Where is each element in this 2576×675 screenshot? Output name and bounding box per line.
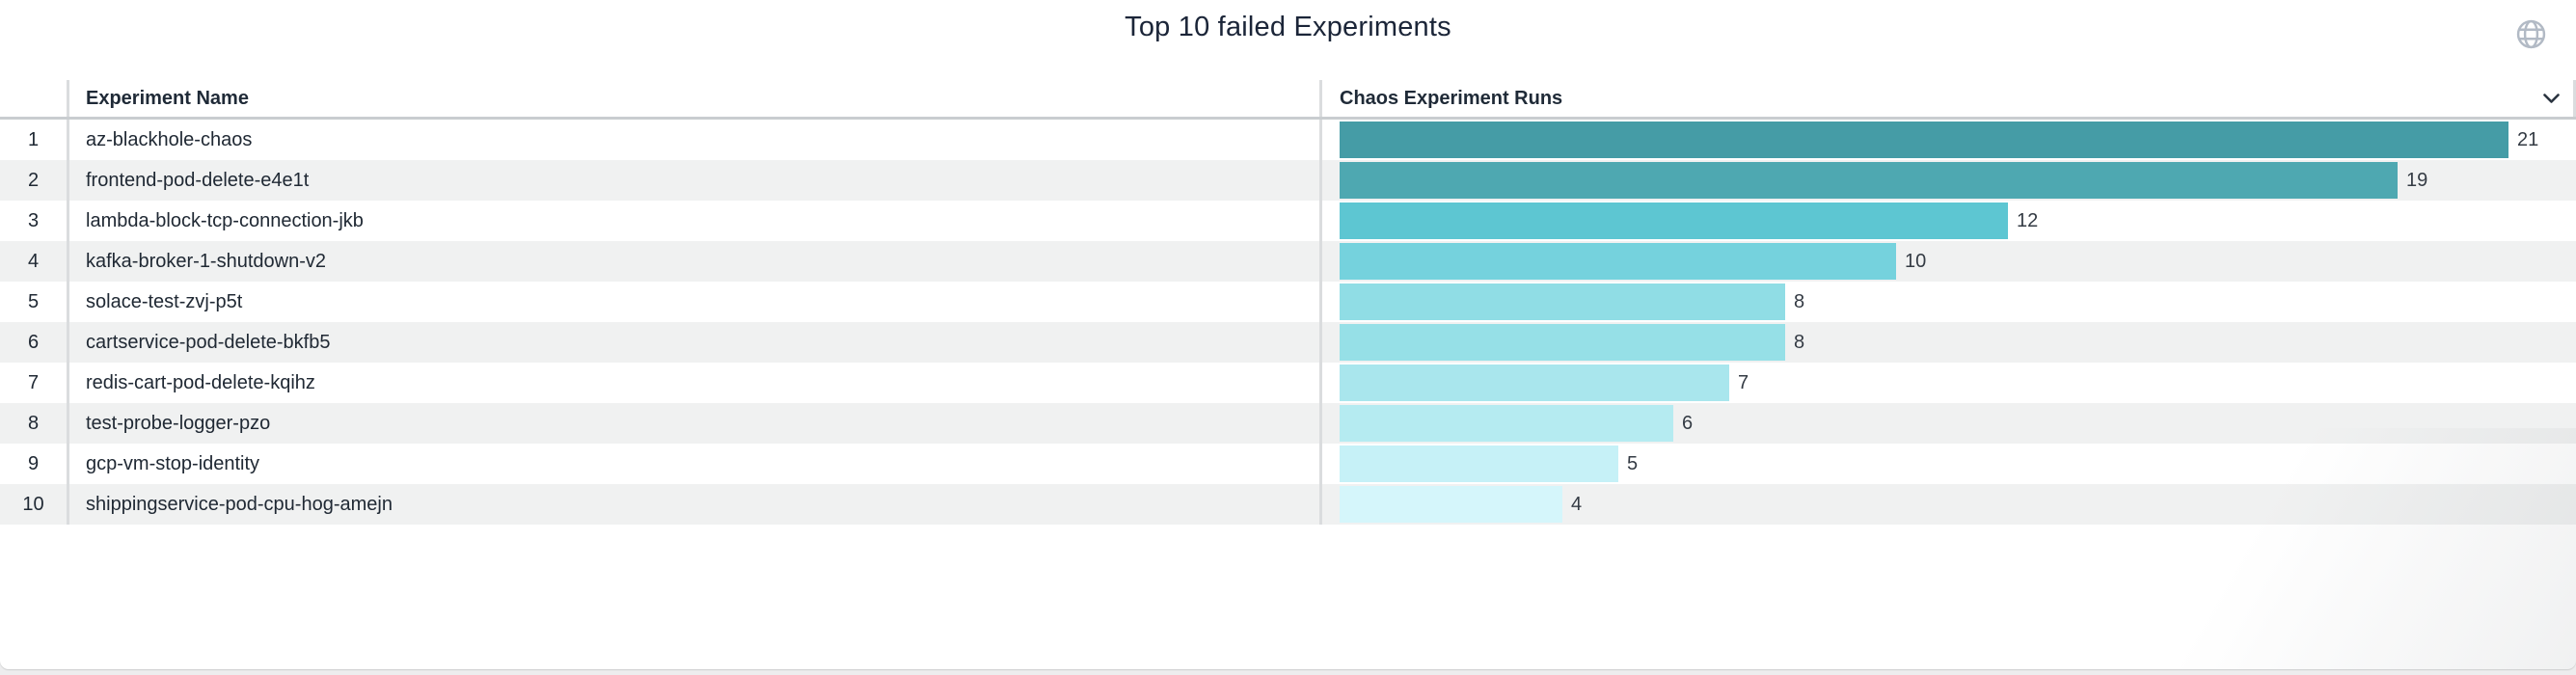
table-row[interactable]: 2 frontend-pod-delete-e4e1t 19 xyxy=(0,160,2576,201)
rank-cell: 10 xyxy=(0,484,69,525)
runs-bar-cell: 21 xyxy=(1322,120,2576,160)
globe-button[interactable] xyxy=(2515,18,2546,49)
runs-value-label: 8 xyxy=(1794,331,1805,353)
runs-bar-cell: 8 xyxy=(1322,322,2576,363)
runs-value-label: 7 xyxy=(1738,371,1749,393)
table-header-row: Experiment Name Chaos Experiment Runs xyxy=(0,80,2576,120)
rank-cell: 9 xyxy=(0,444,69,484)
runs-value-label: 21 xyxy=(2517,128,2539,150)
table-row[interactable]: 10 shippingservice-pod-cpu-hog-amejn 4 xyxy=(0,484,2576,525)
chevron-down-icon xyxy=(2543,93,2560,103)
runs-bar[interactable] xyxy=(1340,284,1785,320)
rank-cell: 6 xyxy=(0,322,69,363)
header-experiment-name[interactable]: Experiment Name xyxy=(69,80,1322,117)
runs-value-label: 12 xyxy=(2017,209,2039,231)
rank-cell: 5 xyxy=(0,282,69,322)
sort-dropdown-button[interactable] xyxy=(2543,93,2560,104)
runs-bar-cell: 19 xyxy=(1322,160,2576,201)
runs-bar[interactable] xyxy=(1340,243,1896,280)
runs-bar[interactable] xyxy=(1340,446,1618,482)
experiment-name-cell: frontend-pod-delete-e4e1t xyxy=(69,160,1322,201)
runs-value-label: 4 xyxy=(1571,493,1583,515)
experiment-name-header-label: Experiment Name xyxy=(86,87,249,109)
experiment-name-cell: shippingservice-pod-cpu-hog-amejn xyxy=(69,484,1322,525)
rank-cell: 2 xyxy=(0,160,69,201)
runs-bar-cell: 4 xyxy=(1322,484,2576,525)
header-rank-column xyxy=(0,80,69,117)
runs-bar[interactable] xyxy=(1340,162,2398,199)
experiment-name-cell: solace-test-zvj-p5t xyxy=(69,282,1322,322)
header-chaos-experiment-runs[interactable]: Chaos Experiment Runs xyxy=(1322,80,2576,117)
title-bar: Top 10 failed Experiments xyxy=(0,12,2576,43)
experiment-name-cell: lambda-block-tcp-connection-jkb xyxy=(69,201,1322,241)
runs-bar-cell: 10 xyxy=(1322,241,2576,282)
table-row[interactable]: 8 test-probe-logger-pzo 6 xyxy=(0,403,2576,444)
table-row[interactable]: 1 az-blackhole-chaos 21 xyxy=(0,120,2576,160)
runs-bar-cell: 7 xyxy=(1322,363,2576,403)
runs-value-label: 6 xyxy=(1682,412,1694,434)
table-body: 1 az-blackhole-chaos 21 2 frontend-pod-delet… xyxy=(0,120,2576,525)
runs-value-label: 5 xyxy=(1627,452,1639,474)
rank-cell: 4 xyxy=(0,241,69,282)
experiment-name-cell: az-blackhole-chaos xyxy=(69,120,1322,160)
experiment-name-cell: redis-cart-pod-delete-kqihz xyxy=(69,363,1322,403)
chart-title: Top 10 failed Experiments xyxy=(1125,12,1451,42)
runs-bar[interactable] xyxy=(1340,324,1785,361)
rank-cell: 3 xyxy=(0,201,69,241)
rank-cell: 1 xyxy=(0,120,69,160)
runs-bar[interactable] xyxy=(1340,364,1729,401)
rank-cell: 8 xyxy=(0,403,69,444)
runs-value-label: 8 xyxy=(1794,290,1805,312)
runs-bar[interactable] xyxy=(1340,405,1673,442)
runs-bar[interactable] xyxy=(1340,122,2508,158)
runs-bar-cell: 8 xyxy=(1322,282,2576,322)
experiment-name-cell: test-probe-logger-pzo xyxy=(69,403,1322,444)
runs-value-label: 10 xyxy=(1905,250,1927,272)
experiment-name-cell: kafka-broker-1-shutdown-v2 xyxy=(69,241,1322,282)
globe-icon xyxy=(2516,19,2545,48)
rank-cell: 7 xyxy=(0,363,69,403)
runs-bar[interactable] xyxy=(1340,202,2008,239)
table-row[interactable]: 7 redis-cart-pod-delete-kqihz 7 xyxy=(0,363,2576,403)
table-row[interactable]: 6 cartservice-pod-delete-bkfb5 8 xyxy=(0,322,2576,363)
experiment-name-cell: gcp-vm-stop-identity xyxy=(69,444,1322,484)
experiment-name-cell: cartservice-pod-delete-bkfb5 xyxy=(69,322,1322,363)
chaos-runs-header-label: Chaos Experiment Runs xyxy=(1340,87,1563,109)
runs-bar-cell: 6 xyxy=(1322,403,2576,444)
runs-bar[interactable] xyxy=(1340,486,1562,523)
table-row[interactable]: 5 solace-test-zvj-p5t 8 xyxy=(0,282,2576,322)
table-row[interactable]: 9 gcp-vm-stop-identity 5 xyxy=(0,444,2576,484)
table-row[interactable]: 3 lambda-block-tcp-connection-jkb 12 xyxy=(0,201,2576,241)
runs-bar-cell: 5 xyxy=(1322,444,2576,484)
runs-value-label: 19 xyxy=(2406,169,2428,191)
runs-bar-cell: 12 xyxy=(1322,201,2576,241)
table-row[interactable]: 4 kafka-broker-1-shutdown-v2 10 xyxy=(0,241,2576,282)
